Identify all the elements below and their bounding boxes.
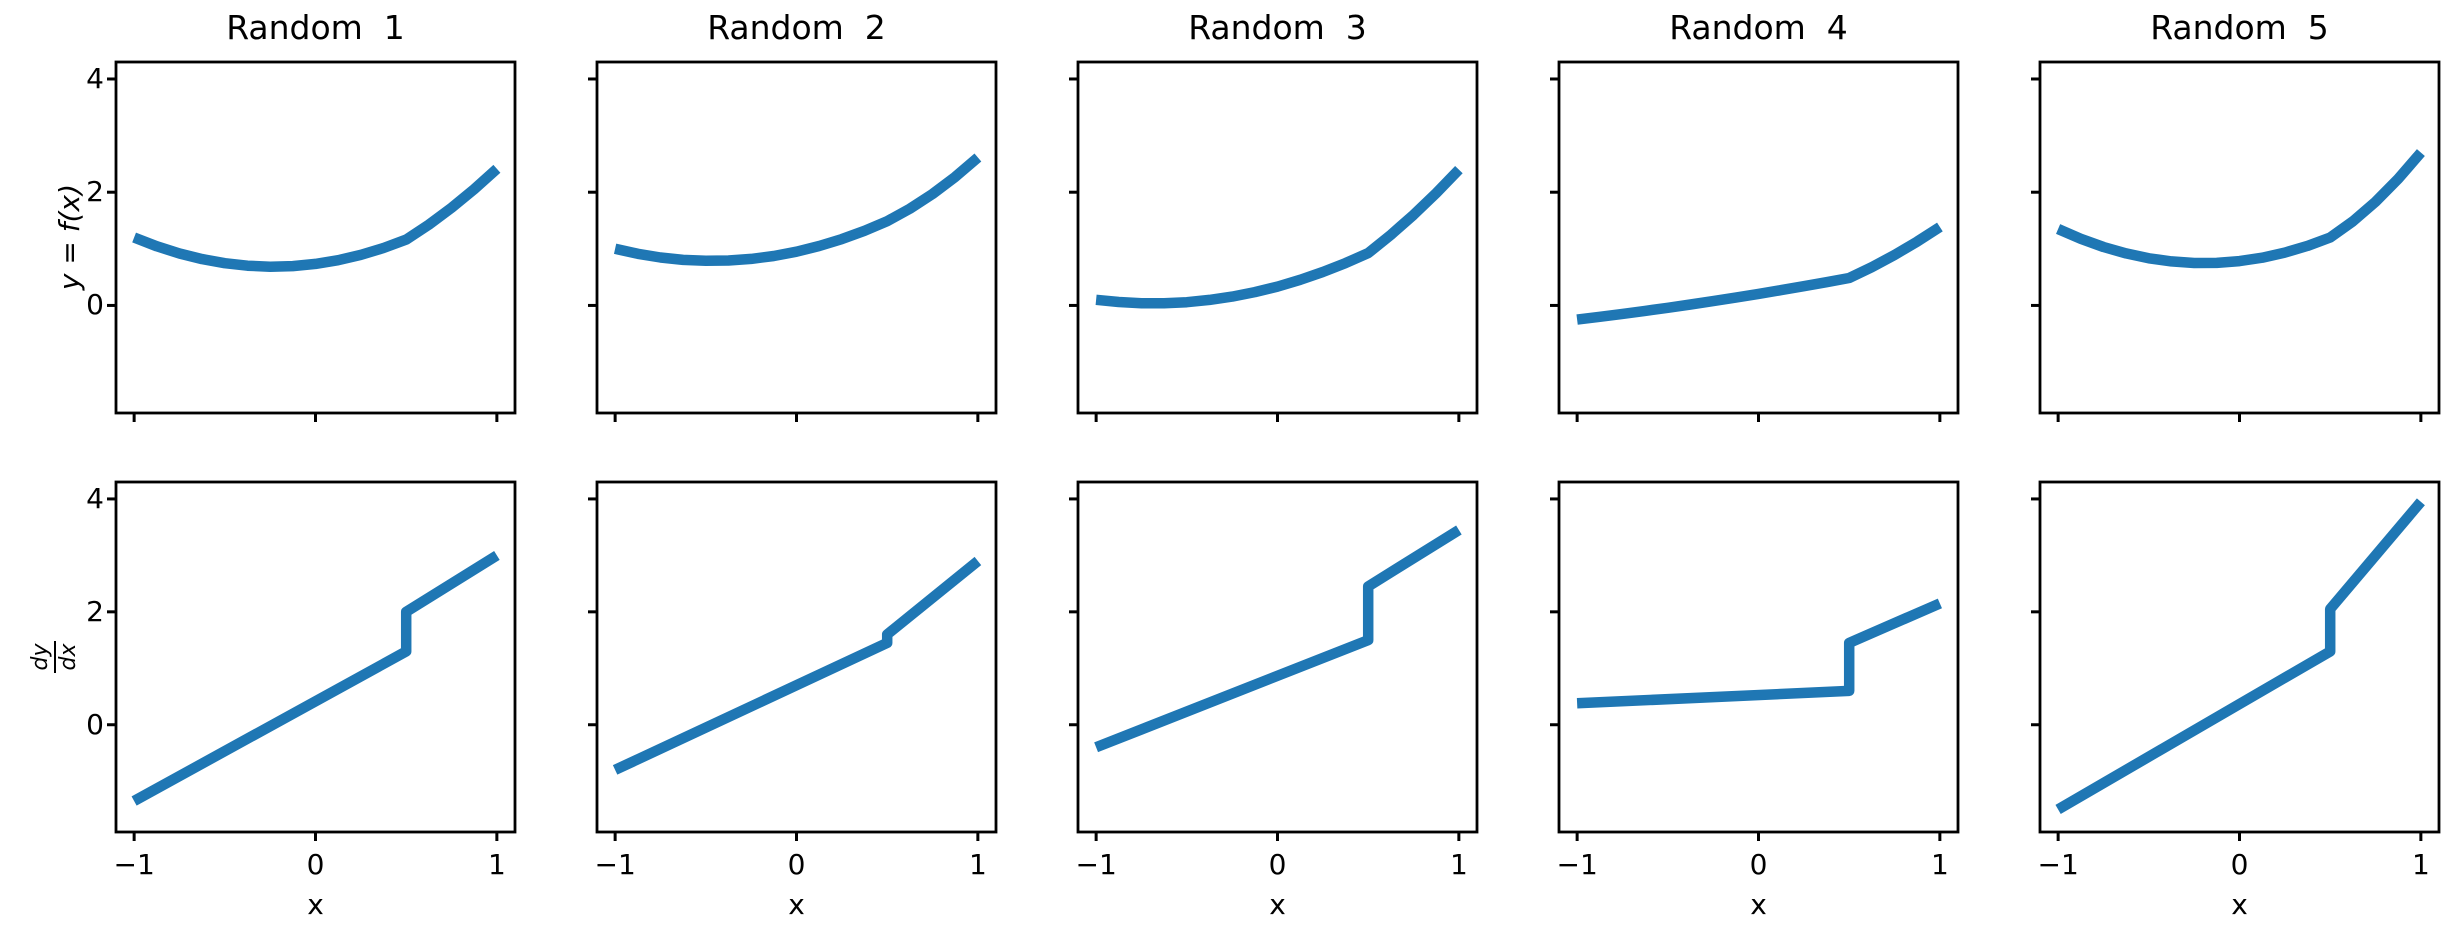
- subplot-title-random-1: Random 1: [226, 8, 405, 47]
- subplot-title-random-4: Random 4: [1669, 8, 1848, 47]
- line-random-3-dfdx: [1094, 525, 1462, 753]
- x-tick-label: −1: [1075, 848, 1117, 881]
- x-tick-label: 1: [1449, 848, 1468, 881]
- line-random-4-f: [1576, 222, 1943, 325]
- axes-spines-random-2-dfdx: [595, 480, 998, 834]
- x-tick-label: 0: [1268, 848, 1287, 881]
- y-tick-label: 2: [86, 594, 104, 628]
- x-tick-label: 0: [306, 848, 325, 881]
- x-tick-label: 1: [1930, 848, 1949, 881]
- line-random-5-dfdx: [2055, 498, 2425, 814]
- axes-spines-random-3-f: [1076, 60, 1479, 415]
- x-tick-label: −1: [1556, 848, 1598, 881]
- x-tick-label: 1: [487, 848, 506, 881]
- line-random-1-f: [132, 164, 501, 272]
- x-tick-label: 1: [2411, 848, 2430, 881]
- line-random-4-dfdx: [1576, 598, 1942, 709]
- x-tick-label: 1: [968, 848, 987, 881]
- axes-spines-random-1-f: [114, 60, 517, 415]
- y-tick-label: 4: [86, 61, 104, 95]
- x-axis-label-5: x: [2231, 888, 2248, 921]
- line-random-3-f: [1095, 165, 1463, 309]
- x-tick-label: 0: [787, 848, 806, 881]
- subplot-title-random-5: Random 5: [2150, 8, 2329, 47]
- line-random-1-dfdx: [131, 550, 500, 806]
- x-tick-label: −1: [113, 848, 155, 881]
- y-tick-label: 4: [86, 481, 104, 515]
- line-random-2-f: [613, 153, 982, 267]
- x-tick-label: 0: [1749, 848, 1768, 881]
- x-axis-label-4: x: [1750, 888, 1767, 921]
- subplot-title-random-2: Random 2: [707, 8, 886, 47]
- subplot-title-random-3: Random 3: [1188, 8, 1367, 47]
- axes-spines-random-2-f: [595, 60, 998, 415]
- x-tick-label: 0: [2230, 848, 2249, 881]
- line-random-5-f: [2056, 149, 2425, 269]
- fraction-numerator: dy: [28, 643, 53, 671]
- axes-spines-random-4-f: [1557, 60, 1960, 415]
- y-axis-label-bottom-row: dy dx: [22, 624, 88, 690]
- y-tick-label: 0: [86, 288, 104, 322]
- axes-spines-random-5-f: [2038, 60, 2441, 415]
- x-tick-label: −1: [2037, 848, 2079, 881]
- line-random-2-dfdx: [612, 556, 982, 775]
- x-axis-label-1: x: [307, 888, 324, 921]
- y-tick-label: 0: [86, 707, 104, 741]
- axes-spines-random-4-dfdx: [1557, 480, 1960, 834]
- x-axis-label-2: x: [788, 888, 805, 921]
- axes-spines-random-3-dfdx: [1076, 480, 1479, 834]
- y-tick-label: 2: [86, 175, 104, 209]
- x-tick-label: −1: [594, 848, 636, 881]
- fraction-denominator: dx: [54, 640, 82, 674]
- x-axis-label-3: x: [1269, 888, 1286, 921]
